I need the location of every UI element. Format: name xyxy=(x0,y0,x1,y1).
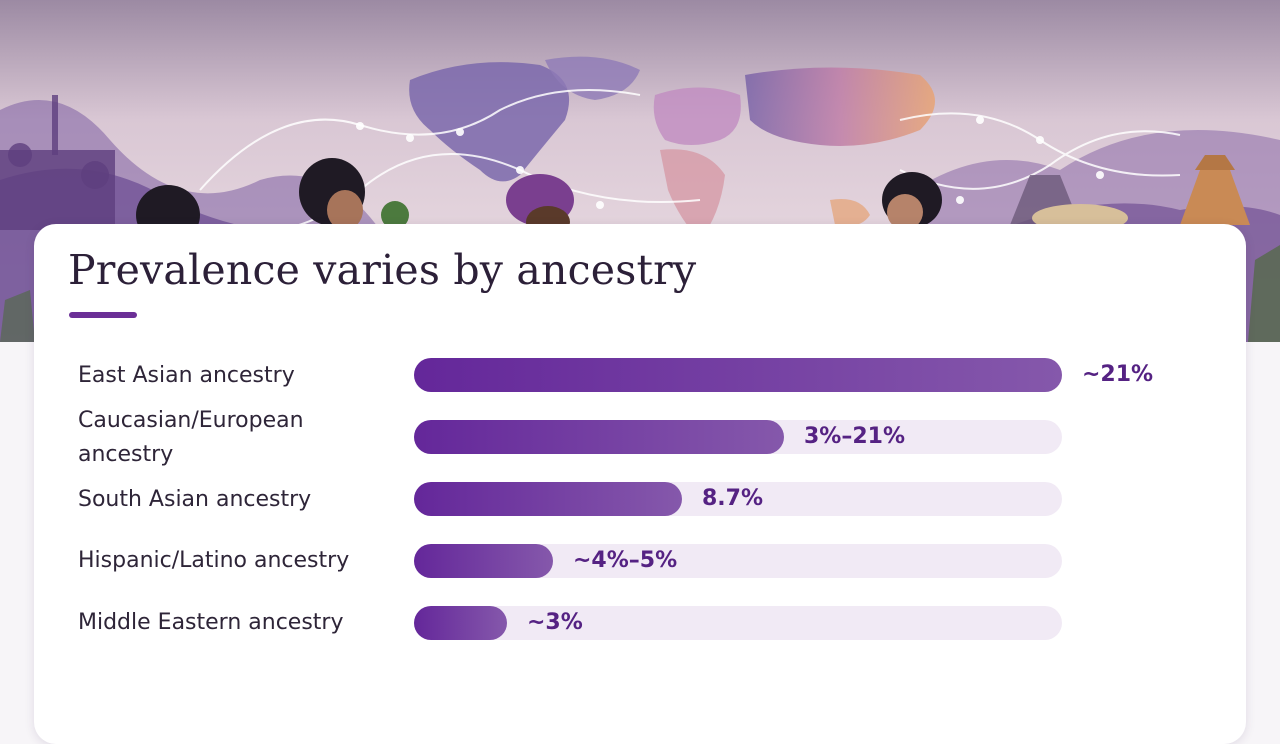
bar xyxy=(414,420,784,454)
bar-value-label: 8.7% xyxy=(702,486,764,511)
title-accent-line xyxy=(69,312,137,318)
chart-card: Prevalence varies by ancestry East Asian… xyxy=(34,224,1246,744)
bar-track: ~3% xyxy=(414,606,1062,640)
bar-value-label: ~3% xyxy=(527,610,583,635)
bar-track: 3%–21% xyxy=(414,420,1062,454)
bar-value-label: 3%–21% xyxy=(804,424,906,449)
bar-value-label: ~4%–5% xyxy=(573,548,678,573)
bar xyxy=(414,606,507,640)
bar-track: 8.7% xyxy=(414,482,1062,516)
bar-label: Caucasian/European ancestry xyxy=(78,408,304,467)
bar-label: Middle Eastern ancestry xyxy=(78,610,344,635)
chart-title: Prevalence varies by ancestry xyxy=(68,246,697,294)
bar-label: Hispanic/Latino ancestry xyxy=(78,548,350,573)
bar-track: ~21% xyxy=(414,358,1153,392)
bar xyxy=(414,358,1062,392)
bar xyxy=(414,544,553,578)
bar-label: East Asian ancestry xyxy=(78,363,295,388)
bar-track: ~4%–5% xyxy=(414,544,1062,578)
bar xyxy=(414,482,682,516)
bar-label: South Asian ancestry xyxy=(78,487,312,512)
bar-value-label: ~21% xyxy=(1082,362,1154,387)
